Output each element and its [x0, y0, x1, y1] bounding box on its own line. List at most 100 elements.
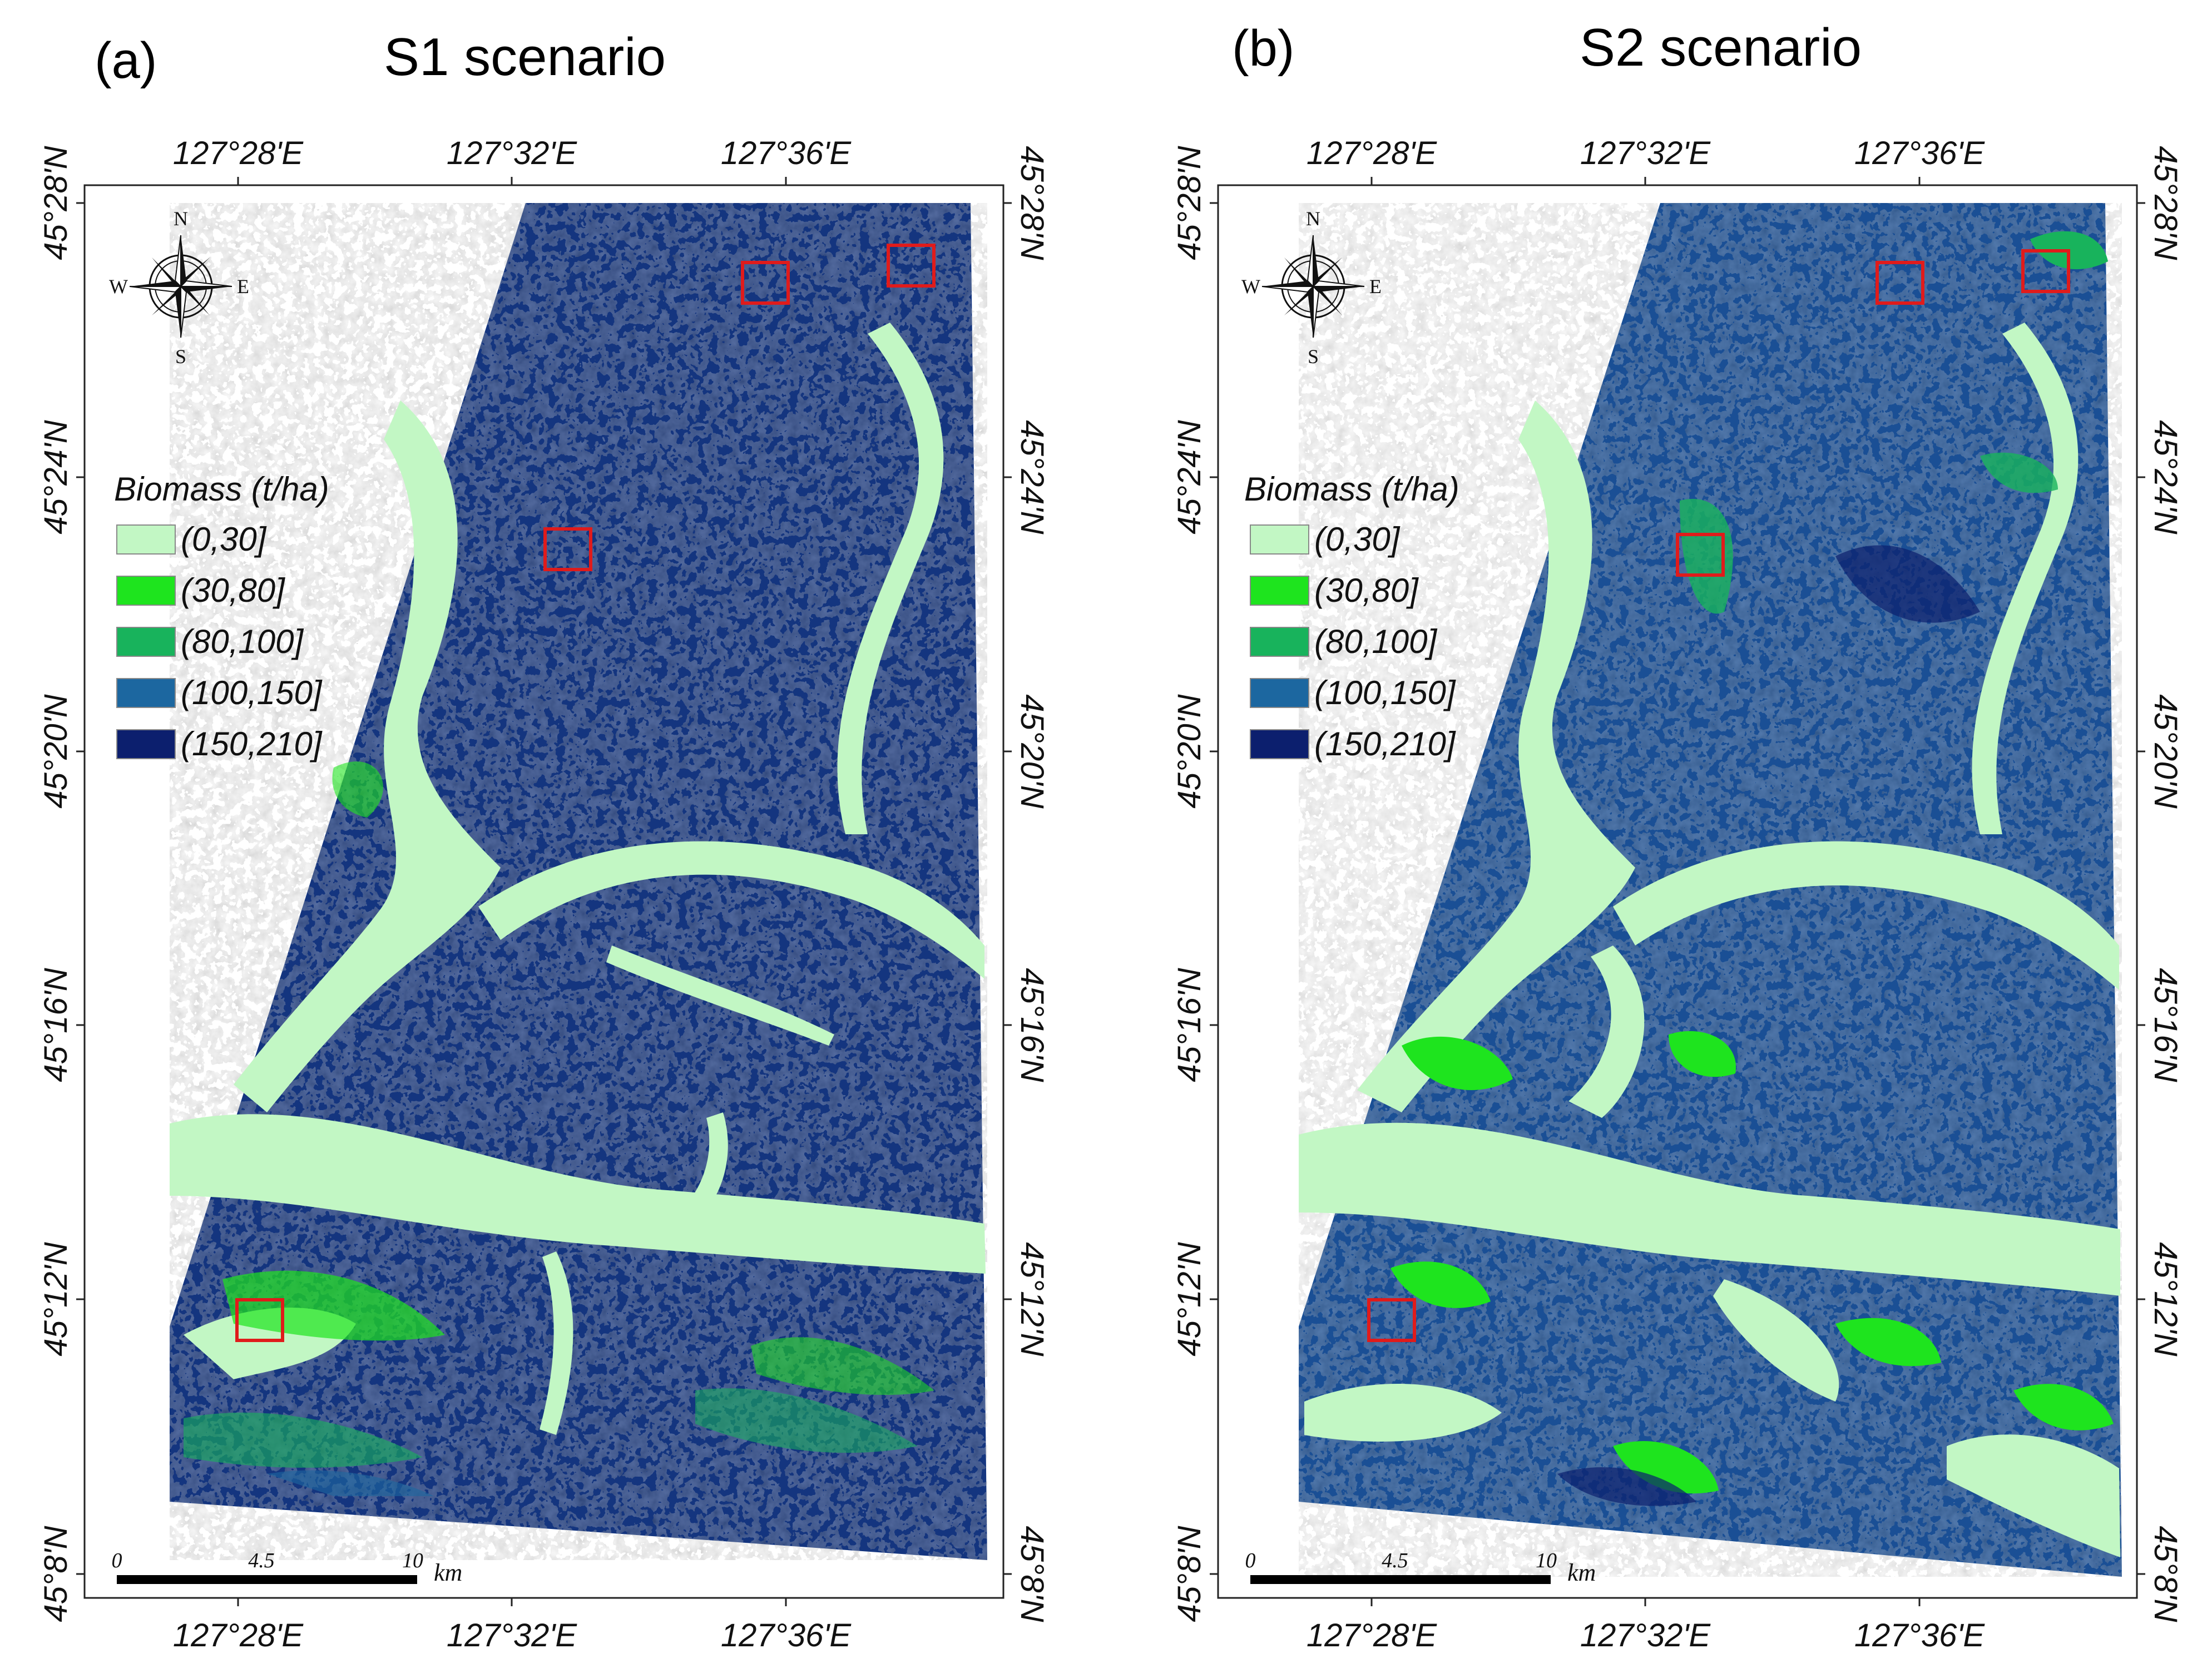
- legend-label: (100,150]: [1314, 674, 1456, 711]
- legend-swatch: [116, 678, 176, 708]
- scale-max: 10: [402, 1549, 423, 1572]
- panel-title: S1 scenario: [384, 27, 666, 87]
- bottom-lon-label: 127°28'E: [173, 1617, 304, 1654]
- right-lat-label: 45°8'N: [1014, 1526, 1050, 1622]
- right-lat-label: 45°24'N: [1014, 420, 1050, 534]
- right-lat-label: 45°12'N: [2147, 1242, 2184, 1356]
- left-lat-label: 45°8'N: [38, 1526, 74, 1622]
- bottom-lon-label: 127°36'E: [721, 1617, 852, 1654]
- right-lat-label: 45°20'N: [2147, 694, 2184, 808]
- compass-w: W: [1241, 275, 1260, 298]
- legend-swatch: [116, 627, 176, 657]
- legend-title: Biomass (t/ha): [114, 471, 329, 508]
- top-lon-label: 127°28'E: [173, 135, 304, 171]
- legend: Biomass (t/ha) (0,30] (30,80] (80,100] (…: [114, 471, 329, 763]
- top-lon-label: 127°32'E: [1580, 135, 1711, 171]
- top-lon-label: 127°32'E: [447, 135, 578, 171]
- left-lat-label: 45°20'N: [38, 694, 74, 808]
- legend-label: (150,210]: [181, 725, 323, 763]
- panel-title: S2 scenario: [1580, 18, 1862, 77]
- legend-swatch: [1250, 627, 1309, 657]
- biomass-class-0-30: [1299, 1122, 2120, 1296]
- legend-swatch: [1250, 524, 1309, 555]
- legend-swatch: [116, 524, 176, 555]
- legend-title: Biomass (t/ha): [1244, 471, 1459, 508]
- legend-swatch: [116, 729, 176, 759]
- left-lat-label: 45°12'N: [38, 1242, 74, 1356]
- compass-s: S: [1308, 345, 1319, 368]
- left-lat-label: 45°20'N: [1171, 694, 1208, 808]
- right-lat-label: 45°28'N: [1014, 146, 1050, 260]
- bottom-lon-label: 127°32'E: [447, 1617, 578, 1654]
- map-frame: [83, 184, 1004, 1599]
- right-lat-label: 45°8'N: [2147, 1526, 2184, 1622]
- legend-label: (30,80]: [181, 572, 285, 609]
- biomass-class-30-80: [1402, 1036, 1513, 1090]
- highlight-box: [887, 244, 936, 288]
- legend-label: (150,210]: [1314, 725, 1456, 763]
- right-lat-label: 45°16'N: [1014, 968, 1050, 1082]
- longitude-ticks: [1370, 177, 1921, 1606]
- legend-label: (80,100]: [1314, 623, 1437, 660]
- legend-swatch: [116, 576, 176, 606]
- left-lat-label: 45°28'N: [1171, 146, 1208, 260]
- bottom-lon-label: 127°28'E: [1307, 1617, 1438, 1654]
- legend-label: (0,30]: [181, 521, 267, 558]
- panel-letter: (a): [95, 32, 157, 89]
- legend: Biomass (t/ha) (0,30] (30,80] (80,100] (…: [1244, 471, 1459, 763]
- left-lat-label: 45°28'N: [38, 146, 74, 260]
- compass-rose-icon: N S E W: [109, 207, 249, 368]
- scale-bar: 0 4.5 10 km: [112, 1549, 463, 1586]
- highlight-box: [543, 527, 592, 571]
- latitude-ticks: [1210, 202, 2145, 1575]
- scale-max: 10: [1536, 1549, 1557, 1572]
- panel-a: (a) S1 scenario: [38, 27, 1050, 1654]
- longitude-ticks: [237, 177, 787, 1606]
- legend-label: (30,80]: [1314, 572, 1419, 609]
- scale-mid: 4.5: [1382, 1549, 1408, 1572]
- highlight-box: [1876, 261, 1924, 305]
- panel-letter: (b): [1232, 20, 1294, 77]
- left-lat-label: 45°24'N: [38, 420, 74, 534]
- biomass-class-150-210: [1835, 545, 1980, 623]
- highlight-box: [741, 261, 790, 305]
- compass-e: E: [237, 275, 249, 298]
- map-frame: [1217, 184, 2138, 1599]
- scale-unit: km: [434, 1559, 462, 1586]
- left-lat-label: 45°16'N: [38, 968, 74, 1082]
- bottom-lon-label: 127°36'E: [1854, 1617, 1986, 1654]
- left-lat-label: 45°12'N: [1171, 1242, 1208, 1356]
- highlight-box: [1367, 1298, 1416, 1342]
- legend-label: (100,150]: [181, 674, 323, 711]
- compass-n: N: [1306, 207, 1320, 230]
- right-lat-label: 45°12'N: [1014, 1242, 1050, 1356]
- top-lon-label: 127°36'E: [721, 135, 852, 171]
- scale-zero: 0: [1245, 1549, 1256, 1572]
- biomass-class-0-30: [170, 1114, 986, 1274]
- top-lon-label: 127°36'E: [1854, 135, 1986, 171]
- right-lat-label: 45°20'N: [1014, 694, 1050, 808]
- highlight-box: [2021, 249, 2070, 293]
- compass-w: W: [109, 275, 128, 298]
- legend-swatch: [1250, 576, 1309, 606]
- right-lat-label: 45°28'N: [2147, 146, 2184, 260]
- compass-n: N: [174, 207, 188, 230]
- legend-swatch: [1250, 729, 1309, 759]
- compass-rose-icon: N S E W: [1241, 207, 1382, 368]
- biomass-class-80-100: [184, 1412, 423, 1468]
- latitude-ticks: [76, 202, 1012, 1575]
- biomass-class-30-80: [222, 1270, 445, 1341]
- panel-b: (b) S2 scenario: [1171, 18, 2184, 1654]
- left-lat-label: 45°8'N: [1171, 1526, 1208, 1622]
- scale-unit: km: [1567, 1559, 1596, 1586]
- legend-label: (0,30]: [1314, 521, 1401, 558]
- top-lon-label: 127°28'E: [1307, 135, 1438, 171]
- right-lat-label: 45°16'N: [2147, 968, 2184, 1082]
- biomass-map: [170, 203, 987, 1560]
- left-lat-label: 45°24'N: [1171, 420, 1208, 534]
- bottom-lon-label: 127°32'E: [1580, 1617, 1711, 1654]
- highlight-box: [235, 1298, 284, 1342]
- highlight-box: [1676, 533, 1725, 577]
- legend-swatch: [1250, 678, 1309, 708]
